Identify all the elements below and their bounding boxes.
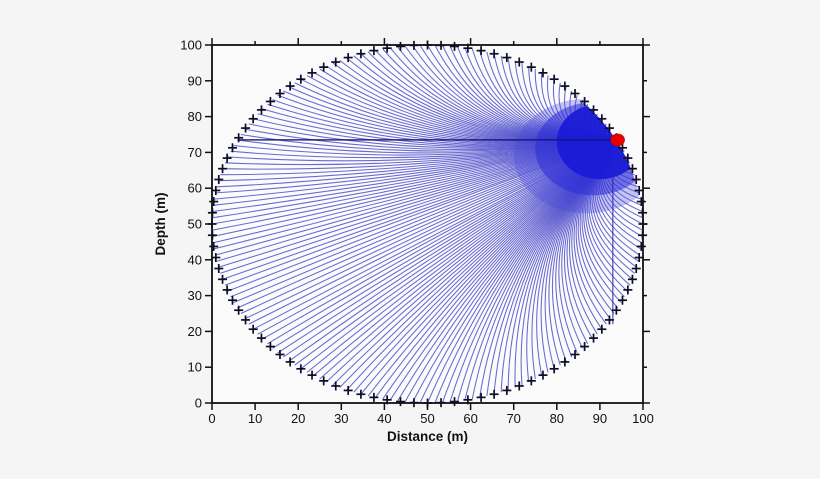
y-tick-label: 50: [188, 217, 202, 232]
x-tick-label: 40: [377, 411, 391, 426]
source-point: [610, 133, 625, 147]
x-tick-label: 20: [291, 411, 305, 426]
y-tick-label: 40: [188, 252, 202, 267]
y-axis-title: Depth (m): [153, 193, 168, 256]
y-tick-label: 30: [188, 288, 202, 303]
x-tick-label: 70: [506, 411, 520, 426]
y-tick-label: 20: [188, 324, 202, 339]
x-tick-label: 30: [334, 411, 348, 426]
x-tick-label: 0: [208, 411, 215, 426]
y-tick-label: 80: [188, 109, 202, 124]
x-tick-label: 100: [632, 411, 654, 426]
y-tick-label: 60: [188, 181, 202, 196]
y-tick-label: 70: [188, 145, 202, 160]
y-tick-label: 100: [180, 38, 202, 53]
x-tick-label: 80: [550, 411, 564, 426]
x-tick-label: 90: [593, 411, 607, 426]
y-tick-label: 90: [188, 73, 202, 88]
x-tick-label: 10: [248, 411, 262, 426]
x-axis-title: Distance (m): [387, 429, 468, 444]
y-tick-label: 10: [188, 360, 202, 375]
axis-ticks: [205, 38, 650, 410]
x-tick-label: 50: [420, 411, 434, 426]
y-tick-label: 0: [195, 396, 202, 411]
x-tick-label: 60: [463, 411, 477, 426]
